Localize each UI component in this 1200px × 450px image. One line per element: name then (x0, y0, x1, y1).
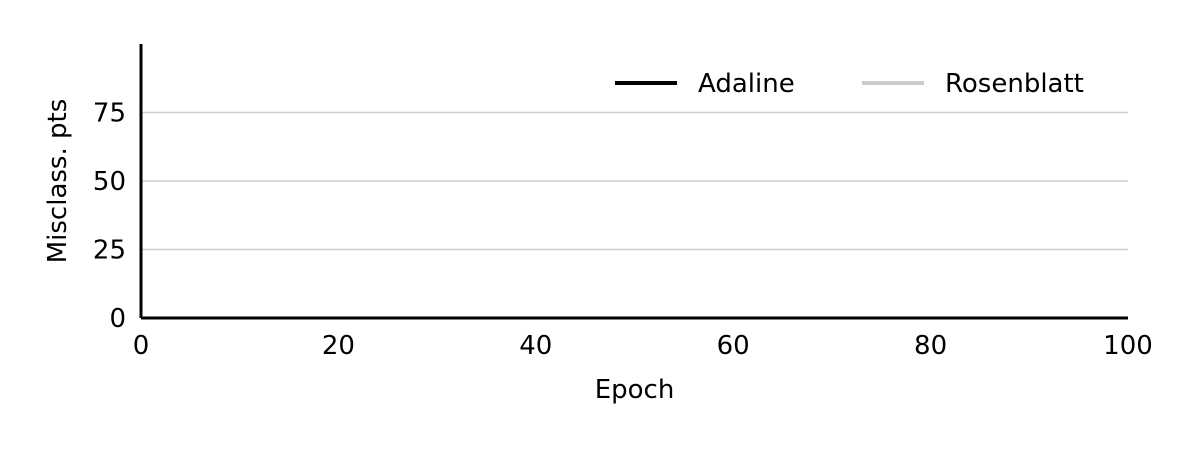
x-tick-label: 100 (1103, 331, 1153, 361)
y-tick-label: 25 (93, 236, 126, 266)
y-tick-label: 75 (93, 99, 126, 129)
axes-layer (139, 44, 1128, 320)
x-tick-label: 40 (519, 331, 552, 361)
legend-item-rosenblatt: Rosenblatt (862, 69, 1084, 99)
legend-item-adaline: Adaline (615, 69, 795, 99)
x-tick-label: 60 (717, 331, 750, 361)
grid-layer (141, 111, 1128, 251)
x-tick-label: 20 (322, 331, 355, 361)
x-tick-label: 0 (133, 331, 150, 361)
legend: Adaline Rosenblatt (615, 69, 1084, 99)
y-tick-label: 50 (93, 167, 126, 197)
x-tick-label: 80 (914, 331, 947, 361)
legend-label: Rosenblatt (945, 69, 1084, 99)
x-axis-label: Epoch (595, 375, 675, 405)
legend-label: Adaline (698, 69, 795, 99)
y-tick-label: 0 (109, 304, 126, 334)
y-axis-label: Misclass. pts (43, 99, 73, 264)
x-tick-labels: 0 20 40 60 80 100 (133, 331, 1153, 361)
y-tick-labels: 0 25 50 75 (93, 99, 126, 335)
